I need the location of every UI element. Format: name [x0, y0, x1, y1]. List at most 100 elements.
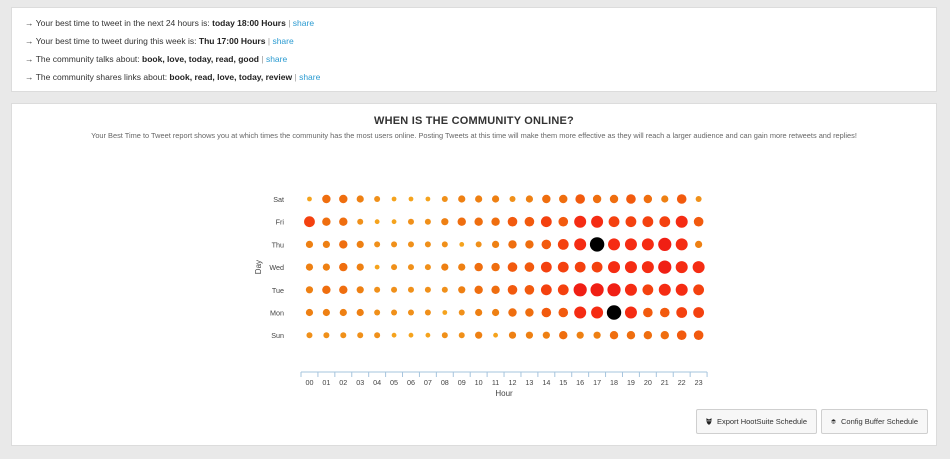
punchcard-bubble	[542, 331, 550, 339]
x-tick-label: 07	[424, 378, 432, 387]
punchcard-bubble	[408, 332, 414, 338]
punchcard-bubble	[675, 261, 688, 274]
insight-community-links: → The community shares links about: book…	[25, 72, 320, 83]
punchcard-bubble	[356, 308, 364, 317]
punchcard-bubble	[374, 332, 381, 339]
punchcard-bubble	[609, 194, 619, 204]
insight-value: Thu 17:00 Hours	[198, 36, 266, 46]
share-link[interactable]: share	[265, 54, 288, 64]
punchcard-bubble	[542, 194, 551, 204]
punchcard-bubble	[307, 196, 312, 202]
punchcard-bubble	[676, 330, 687, 340]
export-hootsuite-label: Export HootSuite Schedule	[716, 417, 807, 426]
arrow-icon: →	[25, 18, 34, 28]
x-tick-label: 13	[525, 378, 533, 387]
x-tick-label: 04	[373, 378, 381, 387]
punchcard-bubble	[407, 218, 414, 225]
punchcard-bubble	[305, 240, 314, 248]
punchcard-bubble	[475, 241, 482, 248]
x-tick-label: 01	[322, 378, 330, 387]
punchcard-bubble	[491, 217, 500, 226]
insight-text: The community shares links about:	[35, 72, 170, 82]
y-tick-label: Fri	[276, 218, 285, 227]
arrow-icon: →	[25, 36, 34, 46]
punchcard-bubble	[424, 264, 431, 271]
punchcard-bubble	[374, 241, 381, 248]
punchcard-bubble	[558, 307, 569, 318]
punchcard-bubble	[589, 237, 605, 252]
punchcard-bubble	[574, 238, 587, 251]
arrow-icon: →	[25, 54, 34, 64]
punchcard-bubble	[641, 238, 654, 251]
punchcard-bubble	[642, 216, 654, 228]
punchcard-bubble	[643, 307, 653, 318]
punchcard-bubble	[408, 196, 414, 202]
punchcard-bubble	[524, 285, 535, 295]
punchcard-bubble	[625, 216, 637, 228]
punchcard-bubble	[339, 308, 347, 317]
x-tick-label: 20	[644, 378, 652, 387]
punchcard-bubble	[524, 262, 535, 272]
y-tick-label: Wed	[269, 263, 284, 272]
punchcard-bubble	[507, 262, 518, 272]
punchcard-bubble	[491, 262, 500, 272]
x-tick-label: 10	[475, 378, 483, 387]
x-tick-label: 11	[492, 378, 499, 387]
insight-value: book, love, today, read, good	[142, 54, 259, 64]
punchcard-bubble	[339, 240, 348, 249]
share-link[interactable]: share	[292, 18, 315, 28]
punchcard-bubble	[591, 215, 604, 228]
y-tick-label: Mon	[270, 309, 284, 318]
share-link[interactable]: share	[272, 36, 294, 46]
punchcard-bubble	[474, 285, 483, 294]
punchcard-bubble	[541, 307, 552, 318]
chart-title: WHEN IS THE COMMUNITY ONLINE?	[374, 115, 574, 127]
buffer-stack-icon	[831, 419, 836, 424]
punchcard-bubble	[425, 332, 431, 338]
punchcard-bubble	[624, 283, 637, 296]
x-tick-label: 06	[407, 378, 415, 387]
punchcard-bubble	[557, 284, 569, 296]
x-tick-label: 15	[559, 378, 567, 387]
punchcard-bubble	[322, 194, 331, 204]
y-axis-label: Day	[254, 260, 263, 274]
export-hootsuite-button[interactable]: Export HootSuite Schedule	[696, 409, 817, 434]
punchcard-bubble	[425, 196, 431, 202]
punchcard-bubble	[642, 284, 654, 296]
punchcard-bubble	[391, 309, 398, 316]
punchcard-bubble	[424, 241, 431, 248]
share-link[interactable]: share	[299, 72, 321, 82]
insight-best-time-24h: → Your best time to tweet in the next 24…	[25, 18, 314, 29]
punchcard-bubble	[608, 238, 621, 251]
punchcard-bubble	[624, 261, 637, 274]
punchcard-bubble	[591, 306, 604, 319]
punchcard-bubble	[475, 331, 483, 339]
punchcard-bubble	[339, 194, 348, 204]
punchcard-bubble	[491, 285, 500, 294]
punchcard-bubble	[693, 284, 705, 296]
punchcard-bubble	[557, 261, 569, 273]
config-buffer-button[interactable]: Config Buffer Schedule	[821, 409, 928, 434]
punchcard-bubble	[541, 239, 552, 250]
punchcard-bubble	[676, 194, 687, 204]
punchcard-bubble	[540, 216, 552, 228]
x-tick-label: 09	[458, 378, 466, 387]
chart-description: Your Best Time to Tweet report shows you…	[91, 131, 857, 140]
punchcard-bubble	[457, 217, 466, 226]
punchcard-bubble	[474, 262, 483, 272]
punchcard-bubble	[323, 332, 330, 339]
punchcard-bubble	[524, 216, 535, 227]
punchcard-bubble	[508, 331, 517, 339]
punchcard-bubble	[339, 285, 348, 294]
punchcard-bubble	[459, 242, 465, 247]
separator: |	[261, 54, 264, 64]
punchcard-bubble	[339, 217, 348, 226]
punchcard-bubble	[458, 195, 466, 203]
punchcard-bubble	[356, 240, 364, 248]
punchcard-bubble	[322, 285, 331, 294]
punchcard-bubble	[658, 260, 672, 274]
punchcard-bubble	[593, 331, 601, 339]
punchcard-bubble	[591, 261, 603, 273]
punchcard-bubble	[660, 331, 669, 340]
x-tick-label: 21	[661, 378, 669, 387]
